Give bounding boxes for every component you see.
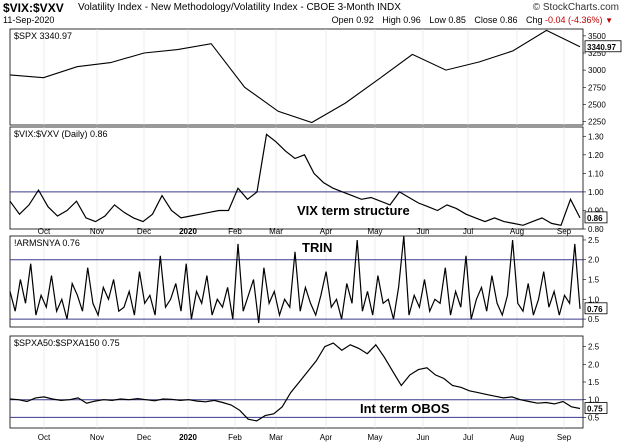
panel-spx: 2250 2500 2750 3000 3250 3500 $SPX 3340.97 3340… — [9, 28, 622, 127]
y-tick-label: 2750 — [588, 83, 606, 92]
annotation-trin: TRIN — [302, 240, 332, 255]
x-tick-label: Oct — [38, 433, 51, 442]
y-tick-label: 0.5 — [588, 315, 600, 324]
x-tick-label: Dec — [137, 433, 151, 442]
x-tick-label: Apr — [320, 227, 333, 236]
open-label: Open — [331, 15, 354, 25]
x-tick-label: Sep — [557, 433, 572, 442]
x-tick-label: Oct — [38, 227, 51, 236]
close-label: Close — [474, 15, 498, 25]
y-tick-label: 2250 — [588, 118, 606, 127]
last-value-label: 0.76 — [587, 305, 603, 314]
panel-spxa50_spxa150: 0.5 1.0 1.5 2.0 2.5 $SPXA50:$SPXA150 0.75 0.75… — [9, 335, 608, 429]
x-tick-label: Jul — [463, 227, 473, 236]
x-tick-label: Jul — [463, 433, 473, 442]
last-value-box — [584, 302, 608, 315]
y-tick-label: 3500 — [588, 32, 606, 41]
last-value-label: 0.75 — [587, 405, 603, 414]
annotation-vix_vxv: VIX term structure — [297, 203, 410, 218]
series-line-spx — [9, 29, 581, 124]
panel-frame — [9, 335, 584, 429]
last-value-label: 3340.97 — [587, 43, 616, 52]
y-tick-label: 2.5 — [588, 236, 600, 245]
y-tick-label: 1.10 — [588, 169, 604, 178]
y-tick-label: 2500 — [588, 100, 606, 109]
x-tick-label: Feb — [228, 227, 242, 236]
x-tick-label: Nov — [90, 227, 104, 236]
x-axis-row: Oct Nov Dec 2020 Feb Mar Apr May Jun Jul Aug Sep — [38, 227, 572, 236]
chart-title-bar: $VIX:$VXV Volatility Index - New Methodo… — [0, 1, 625, 16]
down-triangle-icon: ▼ — [605, 16, 613, 25]
last-value-box — [584, 402, 608, 414]
y-tick-label: 1.0 — [588, 295, 600, 304]
x-tick-label: Mar — [269, 433, 283, 442]
y-tick-label: 3000 — [588, 66, 606, 75]
series-line-trin — [9, 235, 581, 324]
x-tick-label: May — [367, 227, 382, 236]
series-line-vix_vxv — [9, 133, 581, 226]
close-value: 0.86 — [499, 15, 518, 25]
panel-title: $VIX:$VXV (Daily) 0.86 — [14, 129, 108, 139]
last-value-box — [584, 211, 608, 224]
symbol-description: Volatility Index - New Methodology/Volat… — [78, 2, 401, 13]
y-tick-label: 1.5 — [588, 276, 600, 285]
ohlc-values: Open 0.92 High 0.96 Low 0.85 Close 0.86 … — [332, 15, 613, 25]
y-tick-label: 2.5 — [588, 343, 600, 352]
x-axis-row: Oct Nov Dec 2020 Feb Mar Apr May Jun Jul Aug Sep — [38, 433, 572, 442]
panel-title: !ARMSNYA 0.76 — [14, 238, 80, 248]
x-tick-label: Aug — [510, 433, 524, 442]
symbol: $VIX:$VXV — [3, 1, 64, 15]
panel-title: $SPX 3340.97 — [14, 31, 72, 41]
chg-label: Chg — [526, 15, 543, 25]
panel-title: $SPXA50:$SPXA150 0.75 — [14, 338, 120, 348]
x-tick-label: Feb — [228, 433, 242, 442]
y-tick-label: 2.0 — [588, 360, 600, 369]
x-tick-label: Jun — [417, 227, 430, 236]
x-tick-label: 2020 — [179, 227, 197, 236]
x-tick-label: Jun — [417, 433, 430, 442]
x-tick-label: Nov — [90, 433, 104, 442]
x-tick-label: Aug — [510, 227, 524, 236]
quote-bar: 11-Sep-2020 Open 0.92 High 0.96 Low 0.85… — [0, 15, 625, 27]
x-tick-label: Sep — [557, 227, 572, 236]
panel-frame — [9, 235, 584, 328]
y-tick-label: 0.80 — [588, 225, 604, 234]
y-tick-label: 1.00 — [588, 188, 604, 197]
series-line-spxa50_spxa150 — [9, 342, 581, 422]
open-value: 0.92 — [356, 15, 374, 25]
x-tick-label: Mar — [269, 227, 283, 236]
y-tick-label: 1.5 — [588, 378, 600, 387]
panel-frame — [9, 126, 584, 230]
y-tick-label: 0.5 — [588, 413, 600, 422]
high-value: 0.96 — [403, 15, 421, 25]
last-value-box — [584, 40, 622, 53]
annotation-spxa50_spxa150: Int term OBOS — [360, 401, 450, 416]
low-value: 0.85 — [448, 15, 466, 25]
chg-value: -0.04 (-4.36%) — [545, 15, 603, 25]
y-tick-label: 0.90 — [588, 206, 604, 215]
low-label: Low — [429, 15, 446, 25]
panel-vix_vxv: 0.80 0.90 1.00 1.10 1.20 1.30 $VIX:$VXV (Daily… — [9, 126, 608, 234]
y-tick-label: 1.0 — [588, 396, 600, 405]
panel-frame — [9, 28, 584, 126]
panel-trin: 0.5 1.0 1.5 2.0 2.5 !ARMSNYA 0.76 0.76 TRIN — [9, 235, 608, 328]
x-tick-label: Dec — [137, 227, 151, 236]
brand-label: © StockCharts.com — [532, 2, 619, 13]
x-tick-label: Apr — [320, 433, 333, 442]
y-tick-label: 1.30 — [588, 132, 604, 141]
x-tick-label: 2020 — [179, 433, 197, 442]
high-label: High — [382, 15, 401, 25]
quote-date: 11-Sep-2020 — [3, 15, 55, 25]
last-value-label: 0.86 — [587, 214, 603, 223]
y-tick-label: 3250 — [588, 49, 606, 58]
y-tick-label: 1.20 — [588, 151, 604, 160]
y-tick-label: 2.0 — [588, 256, 600, 265]
x-tick-label: May — [367, 433, 382, 442]
